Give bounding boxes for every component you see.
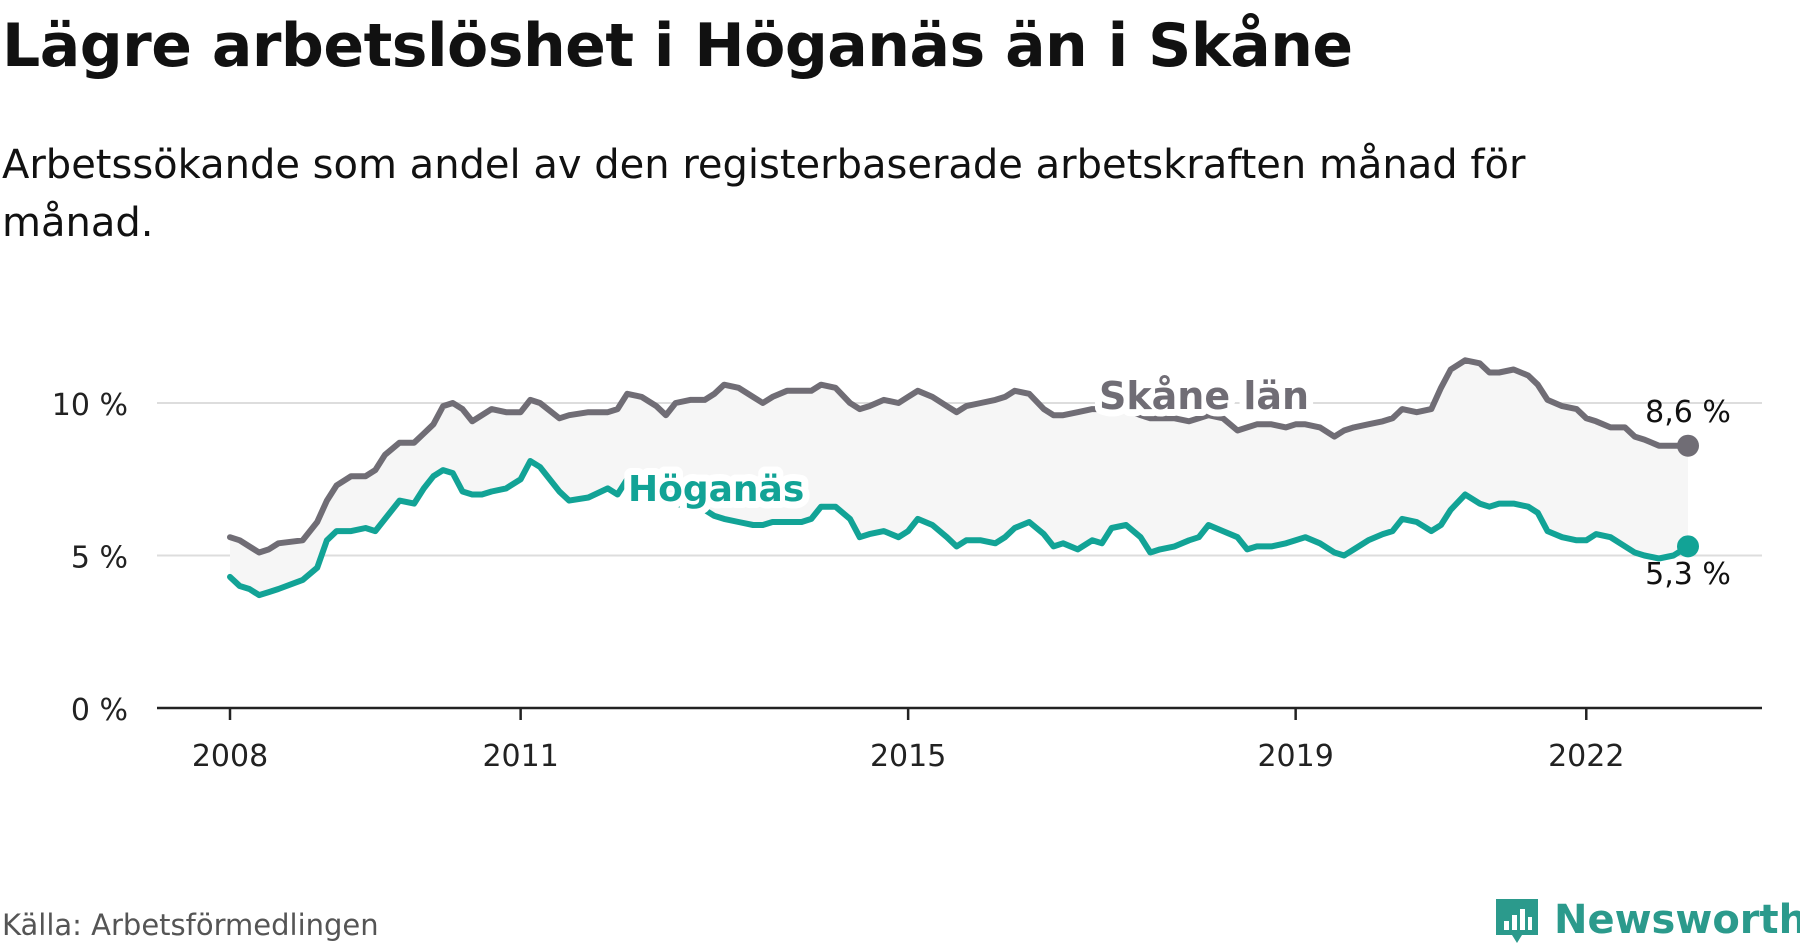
source-note: Källa: Arbetsförmedlingen (2, 908, 379, 942)
chart: 0 % 5 % 10 % Skåne län Höganäs 8,6 % 5,3 %… (52, 357, 1762, 774)
range-band (230, 360, 1688, 596)
x-tick-label: 2022 (1548, 739, 1624, 774)
brand-logo[interactable]: Newsworthy (1492, 888, 1800, 952)
x-tick-label: 2015 (870, 739, 946, 774)
x-tick-label: 2008 (192, 739, 268, 774)
brand-name: Newsworthy (1554, 897, 1800, 943)
chart-title: Lägre arbetslöshet i Höganäs än i Skåne (2, 11, 1353, 81)
y-tick-label: 5 % (71, 541, 128, 576)
series-line-hoganas (227, 458, 1691, 599)
y-tick-label: 0 % (71, 693, 128, 728)
series-label-skane: Skåne län (1099, 374, 1309, 418)
x-axis-ticks: 2008 2011 2015 2019 2022 (192, 708, 1624, 774)
x-tick-label: 2011 (482, 739, 558, 774)
end-point-skane (1677, 434, 1699, 457)
series-line-skane (227, 357, 1691, 556)
y-tick-label: 10 % (52, 388, 128, 423)
y-grid: 0 % 5 % 10 % (52, 388, 1762, 728)
x-tick-label: 2019 (1257, 739, 1333, 774)
newsworthy-logo-icon (1496, 899, 1538, 943)
end-point-hoganas (1677, 535, 1699, 558)
series-label-hoganas: Höganäs (628, 469, 804, 510)
end-label-skane: 8,6 % (1645, 395, 1731, 430)
chart-subtitle: Arbetssökande som andel av den registerb… (2, 142, 1526, 246)
end-label-hoganas: 5,3 % (1645, 557, 1731, 592)
